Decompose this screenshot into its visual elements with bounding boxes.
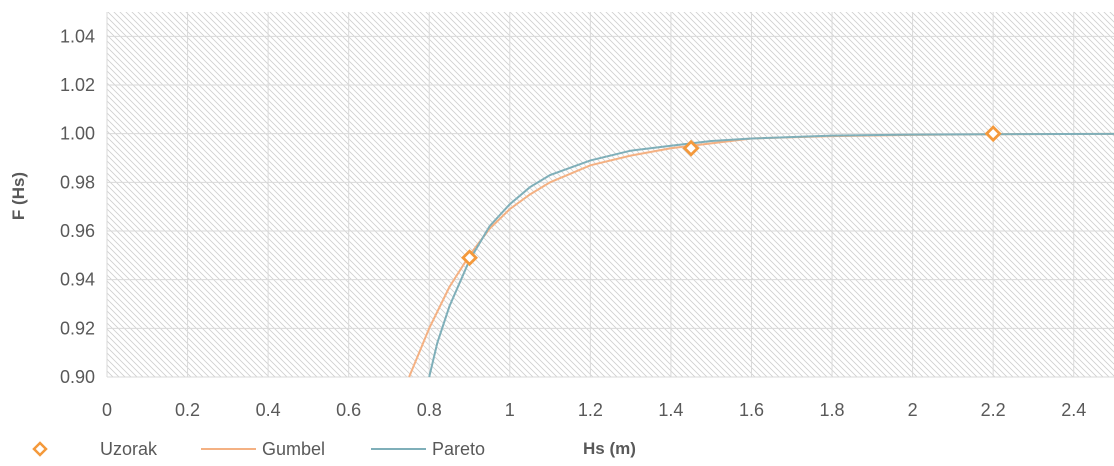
x-tick-label: 0.6 bbox=[336, 400, 361, 420]
y-tick-labels: 0.90 0.92 0.94 0.96 0.98 1.00 1.02 1.04 bbox=[60, 26, 95, 387]
x-axis-title: Hs (m) bbox=[583, 439, 636, 458]
x-tick-label: 0.4 bbox=[256, 400, 281, 420]
x-tick-label: 2 bbox=[908, 400, 918, 420]
data-point-uzorak bbox=[461, 249, 478, 267]
legend-marker-uzorak bbox=[32, 441, 48, 457]
x-tick-label: 0.8 bbox=[417, 400, 442, 420]
y-tick-label: 0.98 bbox=[60, 172, 95, 192]
legend-label-gumbel: Gumbel bbox=[262, 439, 325, 459]
y-tick-label: 0.90 bbox=[60, 367, 95, 387]
y-tick-label: 1.00 bbox=[60, 124, 95, 144]
x-tick-label: 2.2 bbox=[981, 400, 1006, 420]
series-layer bbox=[408, 125, 1114, 378]
legend-item-uzorak[interactable]: Uzorak bbox=[32, 439, 158, 459]
y-tick-label: 1.02 bbox=[60, 75, 95, 95]
x-tick-label: 0.2 bbox=[175, 400, 200, 420]
x-tick-labels: 0 0.2 0.4 0.6 0.8 1 1.2 1.4 1.6 1.8 2 2.2 2.4 bbox=[102, 400, 1086, 420]
legend-item-gumbel[interactable]: Gumbel bbox=[201, 439, 325, 459]
legend-label-pareto: Pareto bbox=[432, 439, 485, 459]
x-tick-label: 1.8 bbox=[820, 400, 845, 420]
x-tick-label: 1.2 bbox=[578, 400, 603, 420]
x-tick-label: 1 bbox=[505, 400, 515, 420]
x-tick-label: 0 bbox=[102, 400, 112, 420]
y-tick-label: 0.94 bbox=[60, 270, 95, 290]
x-tick-label: 2.4 bbox=[1061, 400, 1086, 420]
y-tick-label: 1.04 bbox=[60, 26, 95, 46]
data-point-uzorak bbox=[682, 139, 700, 157]
grid-lines bbox=[106, 12, 1114, 378]
plot-area-background bbox=[107, 12, 1114, 377]
legend: Uzorak Gumbel Pareto bbox=[32, 439, 485, 459]
data-point-uzorak bbox=[984, 125, 1002, 143]
y-tick-label: 0.92 bbox=[60, 318, 95, 338]
legend-item-pareto[interactable]: Pareto bbox=[371, 439, 485, 459]
x-tick-label: 1.4 bbox=[658, 400, 683, 420]
y-axis-title: F (Hs) bbox=[9, 172, 28, 220]
legend-label-uzorak: Uzorak bbox=[100, 439, 158, 459]
y-tick-label: 0.96 bbox=[60, 221, 95, 241]
x-tick-label: 1.6 bbox=[739, 400, 764, 420]
series-line-pareto bbox=[428, 132, 1114, 378]
